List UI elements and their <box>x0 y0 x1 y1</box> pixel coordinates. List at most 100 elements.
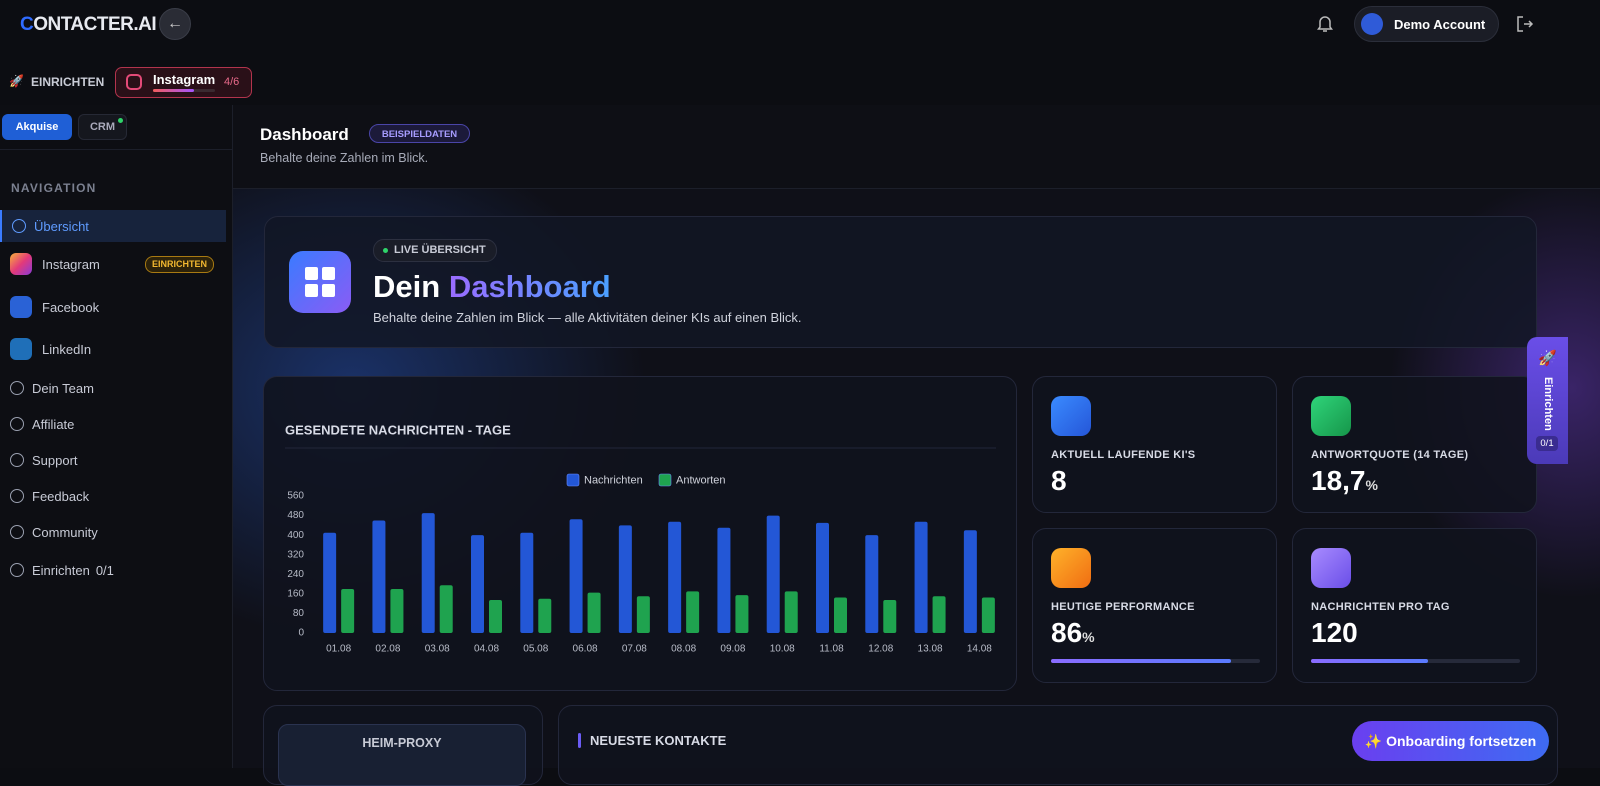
setup-platform[interactable]: Instagram 4/6 <box>115 67 252 98</box>
nav-item[interactable]: Affiliate <box>0 408 226 440</box>
nav-icon <box>10 489 24 503</box>
setup-label: EINRICHTEN <box>31 75 105 89</box>
logo-text: ONTACTER.AI <box>33 14 157 35</box>
hero-title-accent: Dashboard <box>448 269 611 304</box>
nav-icon <box>10 338 32 360</box>
x-tick-label: 05.08 <box>523 644 548 655</box>
nav-item[interactable]: Community <box>0 516 226 548</box>
onboarding-button[interactable]: ✨ Onboarding fortsetzen <box>1352 721 1549 761</box>
nav-label: Community <box>32 524 98 540</box>
stat-value: 18,7 <box>1311 465 1366 496</box>
stat-icon <box>1311 396 1351 436</box>
nav-icon <box>10 525 24 539</box>
nav-item[interactable]: LinkedIn <box>0 333 226 365</box>
divider <box>0 149 232 150</box>
nav-label: LinkedIn <box>42 341 92 357</box>
bar <box>439 585 453 633</box>
nav-label: Facebook <box>42 299 100 315</box>
proxy-title: HEIM-PROXY <box>362 736 442 750</box>
logo[interactable]: CONTACTER.AI <box>20 14 157 36</box>
nav-item[interactable]: Einrichten 0/1 <box>0 554 226 586</box>
nav-label: Support <box>32 452 78 468</box>
y-tick-label: 320 <box>287 549 304 560</box>
tab-crm[interactable]: CRM <box>78 114 127 140</box>
bar <box>735 595 749 633</box>
legend-label: Antworten <box>676 474 726 486</box>
y-tick-label: 0 <box>298 628 304 639</box>
onboarding-label: Onboarding fortsetzen <box>1386 733 1537 749</box>
hero-card: LIVE ÜBERSICHT Dein Dashboard Behalte de… <box>264 216 1537 348</box>
y-tick-label: 80 <box>293 608 305 619</box>
y-tick-label: 400 <box>287 530 304 541</box>
x-tick-label: 03.08 <box>425 644 450 655</box>
nav-label: Instagram <box>42 256 100 272</box>
stat-value-group: 18,7% <box>1311 465 1378 497</box>
notification-icon[interactable] <box>1316 14 1334 34</box>
x-tick-label: 04.08 <box>474 644 499 655</box>
progress-track <box>1311 659 1520 663</box>
nav-icon <box>12 219 26 233</box>
accent-bar <box>578 733 581 748</box>
legend-swatch <box>566 473 580 487</box>
back-button[interactable]: ← <box>159 8 191 40</box>
nav-label: Dein Team <box>32 380 94 396</box>
stat-card: NACHRICHTEN PRO TAG 120 <box>1292 528 1537 683</box>
x-tick-label: 13.08 <box>918 644 943 655</box>
bar <box>981 597 995 633</box>
instagram-icon <box>126 74 142 90</box>
x-tick-label: 12.08 <box>868 644 893 655</box>
bar <box>963 530 977 633</box>
tab-label: CRM <box>89 121 116 133</box>
nav-icon <box>10 296 32 318</box>
bar <box>520 532 534 633</box>
page: CONTACTER.AI ← Demo Account 🚀 EINRICHTEN… <box>0 6 1600 786</box>
bar <box>421 513 435 633</box>
stat-value: 8 <box>1051 465 1067 496</box>
x-tick-label: 09.08 <box>720 644 745 655</box>
bar <box>341 588 355 633</box>
tab-akquise[interactable]: Akquise <box>2 114 72 140</box>
bar <box>883 599 897 633</box>
proxy-inner: HEIM-PROXY <box>278 724 526 786</box>
y-tick-label: 240 <box>287 569 304 580</box>
account-button[interactable]: Demo Account <box>1354 6 1499 42</box>
contacts-title: NEUESTE KONTAKTE <box>590 733 727 748</box>
nav-icon <box>10 453 24 467</box>
bar <box>865 535 879 633</box>
sample-data-badge: BEISPIELDATEN <box>369 124 470 143</box>
stat-card: HEUTIGE PERFORMANCE 86% <box>1032 528 1277 683</box>
nav-item[interactable]: Instagram EINRICHTEN <box>0 248 226 280</box>
account-name: Demo Account <box>1394 17 1486 32</box>
stat-value-group: 8 <box>1051 465 1067 497</box>
stat-card: AKTUELL LAUFENDE KI'S 8 <box>1032 376 1277 513</box>
bar <box>569 519 583 633</box>
bar <box>932 596 946 633</box>
setup-side-tab[interactable]: 🚀 Einrichten 0/1 <box>1527 337 1568 464</box>
nav-label: Feedback <box>32 488 90 504</box>
nav-item[interactable]: Dein Team <box>0 372 226 404</box>
chart-card: GESENDETE NACHRICHTEN - TAGE 0 80 160 240 32… <box>263 376 1017 691</box>
y-tick-label: 160 <box>287 588 304 599</box>
stat-value: 120 <box>1311 617 1358 648</box>
logout-icon[interactable] <box>1516 15 1534 33</box>
stat-value-group: 120 <box>1311 617 1358 649</box>
page-title: Dashboard <box>260 125 349 144</box>
nav-icon <box>10 417 24 431</box>
bar <box>914 521 928 633</box>
nav-item[interactable]: Übersicht <box>0 210 226 242</box>
chart: GESENDETE NACHRICHTEN - TAGE 0 80 160 240 32… <box>285 422 996 655</box>
live-badge: LIVE ÜBERSICHT <box>373 239 497 262</box>
nav-section-title: NAVIGATION <box>11 181 97 195</box>
nav-label: Übersicht <box>34 218 89 234</box>
platform-progress: 4/6 <box>224 76 240 88</box>
y-tick-label: 560 <box>287 491 304 502</box>
nav-item[interactable]: Facebook <box>0 291 226 323</box>
rocket-icon: 🚀 <box>1538 350 1557 367</box>
nav-item[interactable]: Feedback <box>0 480 226 512</box>
status-dot <box>118 118 123 123</box>
stat-unit: % <box>1365 477 1378 493</box>
legend-swatch <box>658 473 672 487</box>
bar <box>717 527 731 633</box>
stat-label: AKTUELL LAUFENDE KI'S <box>1051 449 1196 461</box>
nav-item[interactable]: Support <box>0 444 226 476</box>
